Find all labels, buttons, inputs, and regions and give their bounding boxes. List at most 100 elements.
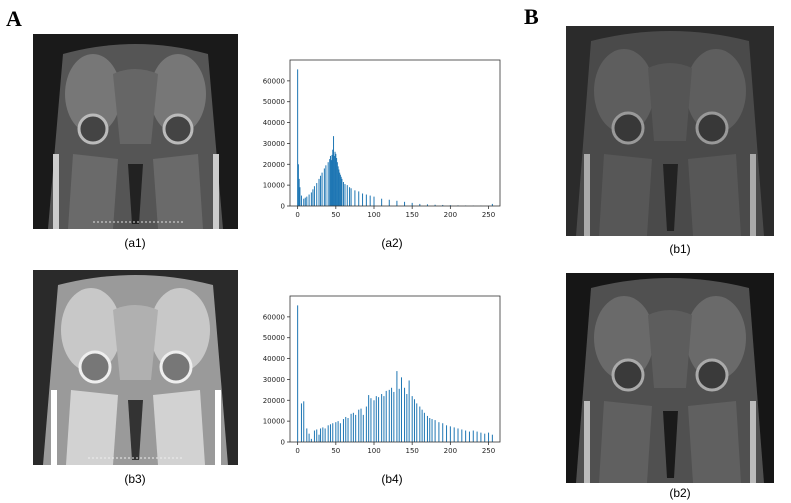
x-tick-label: 250 <box>482 211 495 219</box>
histogram-bar <box>404 201 406 206</box>
caption-a2: (a2) <box>381 236 403 250</box>
histogram-bar <box>404 387 406 442</box>
y-tick-label: 40000 <box>263 355 285 363</box>
histogram-bar <box>300 403 302 442</box>
histogram-bar <box>453 427 455 442</box>
histogram-bar <box>426 415 428 442</box>
histogram-bar <box>449 205 451 206</box>
histogram-bar <box>480 432 482 442</box>
histogram-bar <box>303 401 305 442</box>
y-tick-label: 10000 <box>263 182 285 190</box>
plot-frame <box>289 59 501 207</box>
histogram-bar <box>406 394 408 442</box>
histogram-bar <box>373 196 375 206</box>
histogram-bar <box>306 196 308 206</box>
histogram-bar <box>338 169 340 206</box>
y-tick-label: 0 <box>281 439 285 447</box>
y-tick-label: 50000 <box>263 98 285 106</box>
mri-image-b1 <box>566 26 774 236</box>
histogram-bar <box>306 428 308 442</box>
histogram-bar <box>416 403 418 442</box>
caption-b2: (b2) <box>669 486 691 500</box>
histogram-bar <box>434 204 436 206</box>
y-tick-label: 20000 <box>263 397 285 405</box>
histogram-bar <box>396 200 398 206</box>
x-tick-label: 100 <box>367 447 380 455</box>
histogram-bar <box>340 176 342 206</box>
histogram-bar <box>442 204 444 206</box>
histogram-bar <box>316 183 318 206</box>
histogram-bar <box>335 422 337 442</box>
histogram-a2: 0 50 100 150 200 250 0 10000 20000 30000 40000 5000… <box>244 54 508 224</box>
x-tick-label: 0 <box>295 211 299 219</box>
histogram-bar <box>346 185 348 206</box>
histogram-bar <box>426 204 428 206</box>
x-tick-label: 200 <box>444 447 457 455</box>
histogram-bar <box>310 192 312 206</box>
x-tick-label: 50 <box>331 447 340 455</box>
histogram-bar <box>350 188 352 206</box>
mri-image-a1 <box>33 34 238 229</box>
mri-image-b2 <box>566 273 774 483</box>
histogram-bar <box>298 178 300 206</box>
histogram-bar <box>333 155 335 206</box>
histogram-bar <box>370 398 372 442</box>
caption-a1: (a1) <box>124 236 146 250</box>
histogram-bar <box>334 151 336 206</box>
y-tick-label: 40000 <box>263 119 285 127</box>
histogram-bar <box>297 305 299 442</box>
histogram-bar <box>335 153 337 206</box>
histogram-bar <box>332 423 334 442</box>
histogram-bar <box>349 187 351 206</box>
histogram-bar <box>299 187 301 206</box>
histogram-bar <box>304 197 306 206</box>
histogram-bar <box>360 408 362 442</box>
histogram-bar <box>345 416 347 442</box>
histogram-bar <box>449 426 451 442</box>
histogram-bar <box>438 422 440 442</box>
x-tick-label: 150 <box>405 211 418 219</box>
histogram-bar <box>327 425 329 442</box>
caption-b4: (b4) <box>381 472 403 486</box>
histogram-bar <box>341 178 343 206</box>
histogram-bar <box>398 388 400 442</box>
histogram-bar <box>297 69 299 206</box>
histogram-bar <box>484 433 486 442</box>
x-tick-label: 200 <box>444 211 457 219</box>
histogram-bar <box>408 380 410 442</box>
histogram-bar <box>322 427 324 442</box>
histogram-bar <box>461 429 463 442</box>
histogram-bar <box>421 409 423 442</box>
histogram-bar <box>423 412 425 442</box>
histogram-bar <box>339 172 341 206</box>
histogram-bar <box>396 371 398 442</box>
histogram-bar <box>358 191 360 206</box>
histogram-bar <box>336 162 338 206</box>
histogram-bar <box>354 190 356 206</box>
y-tick-label: 60000 <box>263 313 285 321</box>
y-tick-label: 10000 <box>263 418 285 426</box>
histogram-bar <box>347 418 349 442</box>
histogram-bar <box>358 409 360 442</box>
histogram-bar <box>352 412 354 442</box>
histogram-bar <box>411 396 413 442</box>
y-tick-label: 50000 <box>263 334 285 342</box>
histogram-bar <box>339 174 341 206</box>
y-tick-label: 30000 <box>263 140 285 148</box>
x-tick-label: 150 <box>405 447 418 455</box>
histogram-bar <box>342 419 344 442</box>
histogram-bar <box>329 424 331 442</box>
histogram-bar <box>336 158 338 206</box>
histogram-bar <box>383 396 385 442</box>
histogram-bar <box>419 203 421 206</box>
histogram-bar <box>388 389 390 442</box>
histogram-bar <box>472 430 474 442</box>
histogram-bar <box>303 198 305 206</box>
x-tick-label: 250 <box>482 447 495 455</box>
histogram-bar <box>324 428 326 442</box>
panel-label-b: B <box>524 4 539 29</box>
histogram-bar <box>365 194 367 206</box>
histogram-bar <box>344 184 346 206</box>
histogram-bar <box>310 438 312 442</box>
histogram-bar <box>300 195 302 206</box>
